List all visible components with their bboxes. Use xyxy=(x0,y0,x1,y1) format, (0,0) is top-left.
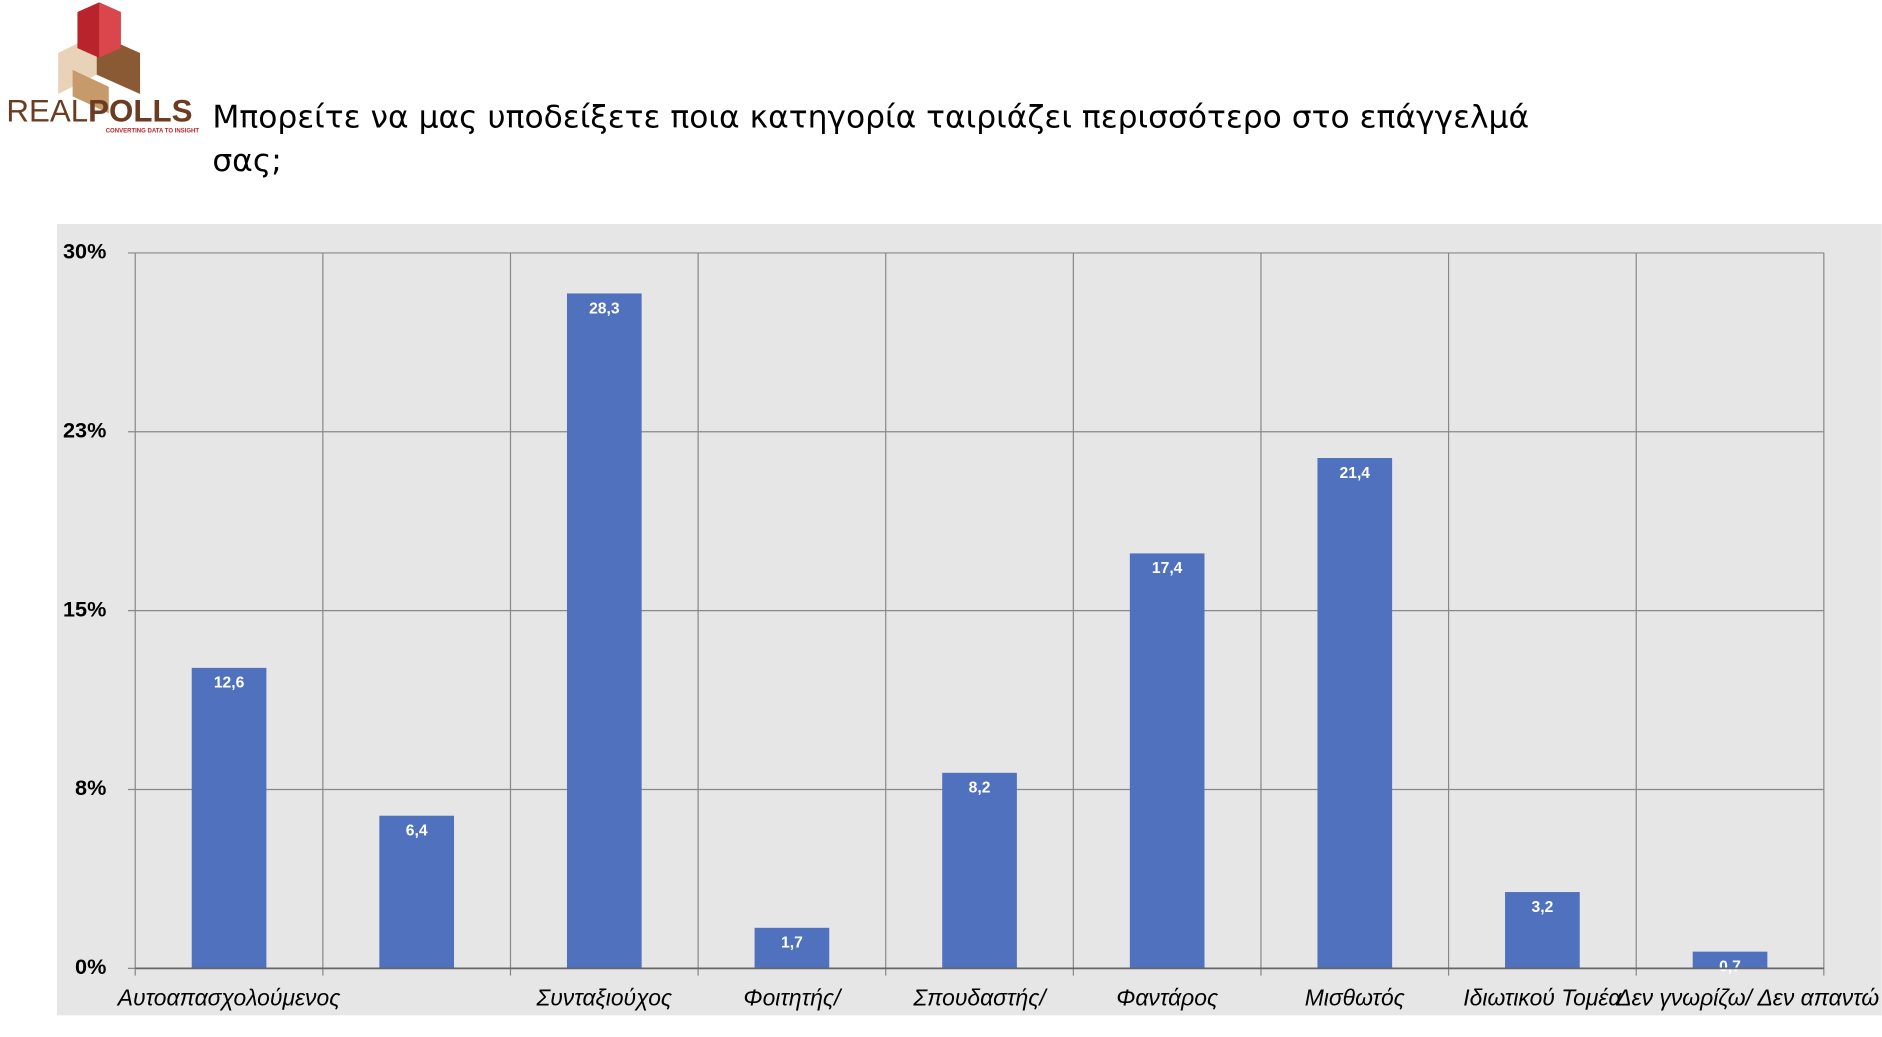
x-tick-label: Ιδιωτικού Τομέα xyxy=(1463,985,1622,1011)
bar xyxy=(191,667,267,969)
value-label: 12,6 xyxy=(214,675,245,692)
logo-tagline: CONVERTING DATA TO INSIGHT xyxy=(106,128,200,134)
x-tick-label: Μισθωτός xyxy=(1305,985,1406,1011)
x-tick-label: Φοιτητής/ xyxy=(743,985,843,1011)
value-label: 17,4 xyxy=(1152,560,1183,577)
y-tick-label: 8% xyxy=(75,775,106,800)
bar xyxy=(1129,553,1205,969)
y-tick-label: 0% xyxy=(75,954,106,979)
bar xyxy=(942,772,1017,969)
title-box: Μπορείτε να μας υποδείξετε ποια κατηγορί… xyxy=(212,99,1530,180)
logo-light: REAL xyxy=(6,94,88,129)
y-tick-label: 15% xyxy=(63,596,106,621)
bar xyxy=(1692,951,1768,969)
chart-title: Μπορείτε να μας υποδείξετε ποια κατηγορί… xyxy=(212,99,1530,180)
x-tick-label: Αυτοαπασχολούμενος xyxy=(116,985,341,1011)
x-tick-label: Σπουδαστής/ xyxy=(912,985,1048,1011)
y-tick-label: 23% xyxy=(63,418,106,443)
value-label: 0,7 xyxy=(1719,958,1741,975)
x-tick-label: Δεν γνωρίζω/ Δεν απαντώ xyxy=(1615,985,1879,1011)
value-label: 21,4 xyxy=(1340,465,1371,482)
x-tick-label: Συνταξιούχος xyxy=(536,985,673,1011)
x-tick-label: Φαντάρος xyxy=(1116,985,1219,1011)
bar xyxy=(379,815,455,969)
value-label: 28,3 xyxy=(589,300,620,317)
bar xyxy=(754,927,830,969)
y-tick-label: 30% xyxy=(63,239,106,264)
value-label: 6,4 xyxy=(406,823,428,840)
bar xyxy=(1505,892,1580,969)
logo-text: REALPOLLS xyxy=(6,94,192,129)
value-label: 3,2 xyxy=(1532,899,1554,916)
value-label: 1,7 xyxy=(781,935,803,952)
logo-bold: POLLS xyxy=(88,94,192,129)
value-label: 8,2 xyxy=(969,780,991,797)
bar xyxy=(1317,458,1393,969)
logo-mark xyxy=(58,2,141,114)
bar xyxy=(566,293,642,969)
